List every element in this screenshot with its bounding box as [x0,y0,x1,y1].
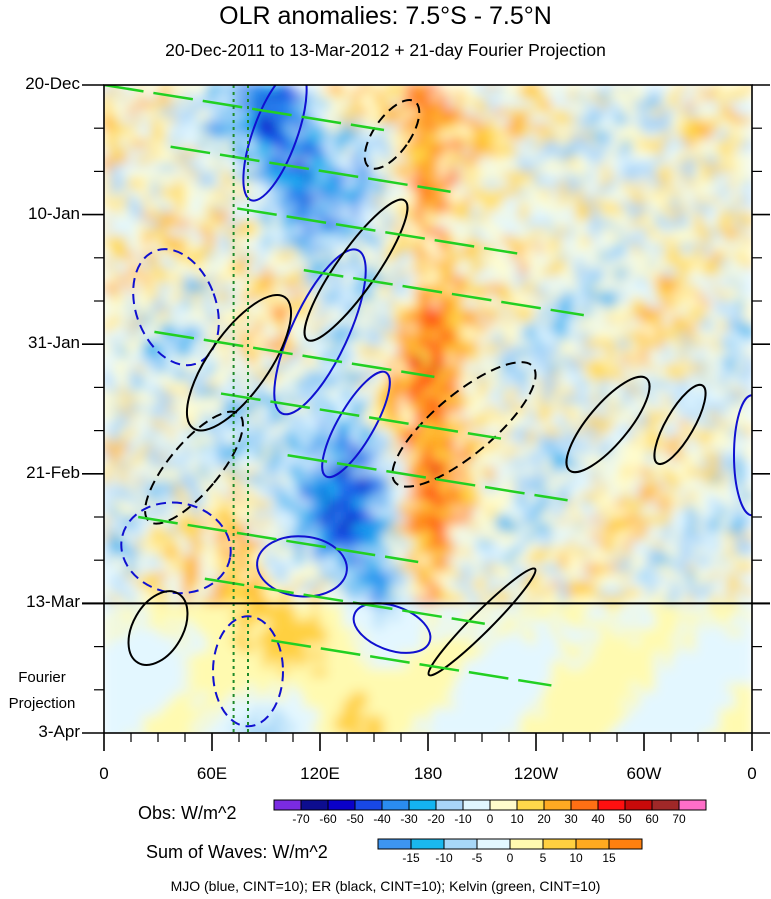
er-contour [565,375,651,474]
waves-legend-label: 15 [602,851,616,865]
y-tick-label: 20-Dec [25,74,80,93]
mjo-contour [733,394,752,517]
olr-anomaly-field [104,85,752,733]
waves-legend-swatch [542,838,577,850]
obs-legend-title: Obs: W/m^2 [138,803,237,823]
obs-legend-swatch [435,799,464,811]
waves-legend-title: Sum of Waves: W/m^2 [146,842,328,862]
obs-legend-swatch [300,799,329,811]
mjo-contour [242,85,308,202]
obs-legend-swatch [624,799,653,811]
mjo-contour [273,248,367,416]
obs-legend-swatch [327,799,356,811]
mjo-contour [212,615,284,728]
waves-legend-label: -15 [402,851,420,865]
waves-legend-swatch [443,838,478,850]
obs-legend-swatch [462,799,491,811]
obs-legend-swatch [570,799,599,811]
kelvin-contour [138,515,419,564]
waves-legend-swatch [575,838,610,850]
mjo-contour [352,602,432,654]
obs-legend-label: 50 [618,812,632,826]
kelvin-contour [220,392,502,440]
er-contour [127,590,189,666]
kelvin-contour [237,207,518,255]
obs-legend-label: 60 [645,812,659,826]
mjo-contour [120,501,232,595]
waves-legend-swatch [476,838,511,850]
plot-axes [82,84,770,751]
obs-legend-label: 0 [486,812,494,826]
x-tick-label: 0 [747,764,757,783]
er-contour [391,361,537,488]
obs-legend-label: 40 [591,812,605,826]
obs-legend-label: 70 [672,812,686,826]
obs-legend-label: 30 [564,812,578,826]
obs-legend-swatch [651,799,680,811]
kelvin-contour [170,145,451,193]
x-tick-label: 120E [300,764,340,783]
waves-legend-swatch [377,838,412,850]
er-contour [653,383,707,466]
mjo-contour [132,248,220,367]
obs-legend-swatch [516,799,545,811]
color-legends [273,799,707,850]
kelvin-contour [204,577,485,625]
obs-legend-swatch [489,799,518,811]
obs-legend-swatch [597,799,626,811]
obs-legend-label: 20 [537,812,551,826]
obs-legend-swatch [543,799,572,811]
x-tick-label: 0 [99,764,109,783]
x-tick-label: 120W [513,764,559,783]
obs-legend-swatch [678,799,707,811]
projection-label-line1: Fourier [18,669,66,686]
chart-footer: MJO (blue, CINT=10); ER (black, CINT=10)… [170,878,601,894]
obs-legend-label: -60 [319,812,337,826]
waves-legend-swatch [410,838,445,850]
chart-subtitle: 20-Dec-2011 to 13-Mar-2012 + 21-day Four… [165,40,606,60]
obs-legend-label: -50 [346,812,364,826]
y-tick-label: 3-Apr [38,722,80,741]
obs-legend-swatch [273,799,302,811]
obs-legend-label: -40 [373,812,391,826]
waves-legend-label: -10 [435,851,453,865]
er-contour [185,293,293,432]
obs-legend-swatch [381,799,410,811]
waves-legend-swatch [509,838,544,850]
kelvin-contour [104,85,385,132]
obs-legend-label: -20 [427,812,445,826]
y-tick-label: 13-Mar [26,592,80,612]
obs-legend-label: -10 [454,812,472,826]
wave-contours [104,85,752,733]
mjo-contour [321,370,391,479]
obs-legend-label: -70 [292,812,310,826]
obs-legend-label: -30 [400,812,418,826]
waves-legend-swatch [608,838,643,850]
kelvin-contour [287,454,568,502]
obs-legend-swatch [408,799,437,811]
waves-legend-label: 5 [539,851,547,865]
kelvin-contour [303,268,584,317]
projection-label-line2: Projection [8,695,76,712]
obs-legend-swatch [354,799,383,811]
waves-legend-label: -5 [471,851,483,865]
waves-legend-label: 0 [506,851,514,865]
x-tick-label: 180 [413,764,443,783]
obs-legend-label: 10 [510,812,524,826]
kelvin-contour [271,639,552,687]
er-contour [144,410,244,525]
y-tick-label: 10-Jan [28,203,80,223]
x-tick-label: 60W [626,764,662,783]
mjo-contour [256,535,348,598]
waves-legend-label: 10 [569,851,583,865]
y-tick-label: 31-Jan [28,333,80,353]
chart-title: OLR anomalies: 7.5°S - 7.5°N [219,2,552,30]
er-contour [427,567,537,677]
kelvin-contour [154,330,435,379]
y-tick-label: 21-Feb [26,462,80,482]
x-tick-label: 60E [196,764,228,783]
